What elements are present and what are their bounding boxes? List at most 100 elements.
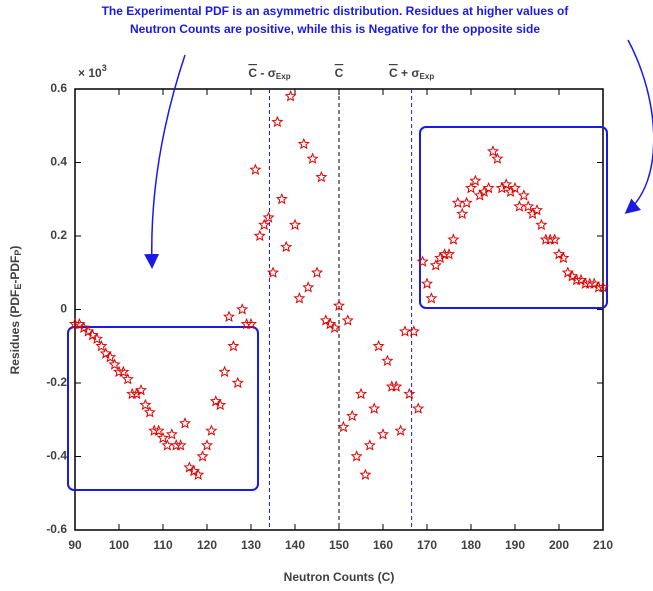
data-point (306, 152, 319, 164)
y-tick-label: -0.4 (46, 449, 67, 463)
data-point (245, 317, 257, 330)
data-point (341, 314, 354, 326)
data-point (249, 163, 262, 175)
multiplier-exp: 3 (102, 63, 107, 73)
data-point (337, 420, 350, 433)
data-point (157, 431, 169, 444)
data-point (434, 251, 447, 264)
data-point (95, 339, 108, 352)
data-point (275, 192, 288, 205)
data-point (196, 450, 209, 462)
x-tick-label: 190 (505, 538, 525, 552)
y-tick-label: -0.2 (46, 375, 67, 389)
data-point (526, 207, 539, 220)
data-point (535, 218, 548, 231)
x-tick-label: 150 (329, 538, 349, 552)
data-point (421, 277, 433, 289)
data-point (504, 185, 517, 198)
y-label-sub: P (13, 250, 23, 256)
data-point (451, 196, 464, 209)
data-point (91, 332, 103, 345)
arrow (144, 54, 186, 269)
data-point (214, 398, 227, 411)
data-point (447, 233, 460, 245)
data-point (473, 189, 486, 201)
data-point (179, 417, 191, 429)
data-point (121, 373, 134, 385)
data-point (412, 402, 425, 414)
data-point (429, 259, 442, 271)
data-point (293, 292, 306, 304)
data-point (517, 189, 530, 201)
data-point (500, 178, 513, 190)
data-point (297, 137, 310, 150)
data-point (333, 299, 345, 311)
data-point (509, 181, 521, 194)
y-label-sub: E (13, 284, 23, 290)
data-point (311, 266, 323, 278)
data-point (271, 115, 284, 128)
x-tick-label: 160 (373, 538, 393, 552)
y-tick-label: 0.2 (50, 228, 67, 242)
y-tick-label: -0.6 (46, 522, 67, 536)
data-point (262, 211, 275, 223)
data-point (227, 339, 240, 352)
data-point (165, 428, 178, 440)
data-point (315, 170, 328, 183)
data-point (438, 248, 451, 260)
y-label-part: Residues (PDF (8, 290, 22, 375)
data-point (531, 203, 543, 216)
data-point (135, 384, 147, 396)
highlight-box (67, 326, 259, 491)
x-tick-label: 200 (549, 538, 569, 552)
data-point (377, 428, 389, 440)
data-point (416, 255, 429, 267)
highlight-box (419, 126, 608, 309)
y-axis-label: Residues (PDFE-PDFP) (8, 246, 23, 375)
data-point (443, 248, 455, 260)
x-axis-label: Neutron Counts (C) (284, 570, 395, 584)
label-sub: Exp (276, 72, 291, 81)
data-point (104, 350, 117, 363)
data-point (597, 281, 609, 293)
x-tick-label: 210 (593, 538, 613, 552)
y-tick-label: 0.4 (50, 155, 67, 169)
x-tick-label: 110 (153, 538, 173, 552)
data-point (513, 200, 526, 212)
data-point (130, 387, 143, 400)
y-tick-label: 0 (60, 302, 67, 316)
data-point (126, 387, 139, 400)
label-sub: Exp (420, 72, 435, 81)
title-line: The Experimental PDF is an asymmetric di… (102, 4, 570, 18)
data-point (117, 365, 130, 378)
title-line: Neutron Counts are positive, while this … (130, 22, 540, 36)
data-point (258, 218, 271, 231)
data-point (289, 218, 301, 231)
data-point (346, 409, 359, 422)
data-point (372, 339, 385, 352)
label-base: C (389, 66, 398, 80)
data-point (161, 439, 174, 451)
x-tick-label: 170 (417, 538, 437, 552)
data-point (218, 365, 231, 378)
data-point (240, 317, 253, 330)
data-point (399, 325, 411, 337)
data-point (544, 233, 557, 245)
data-point (359, 468, 372, 480)
data-point (491, 152, 504, 164)
data-point (280, 240, 293, 253)
reference-label: C (335, 66, 344, 80)
y-multiplier: × 103 (78, 63, 107, 80)
data-point (113, 365, 125, 378)
data-point (583, 277, 596, 289)
data-point (174, 439, 187, 451)
data-point (302, 281, 315, 293)
data-point (381, 354, 394, 367)
data-point (236, 303, 249, 315)
data-point (465, 181, 477, 194)
x-tick-label: 100 (109, 538, 129, 552)
data-point (548, 233, 561, 245)
data-point (143, 406, 156, 418)
data-point (231, 376, 244, 389)
